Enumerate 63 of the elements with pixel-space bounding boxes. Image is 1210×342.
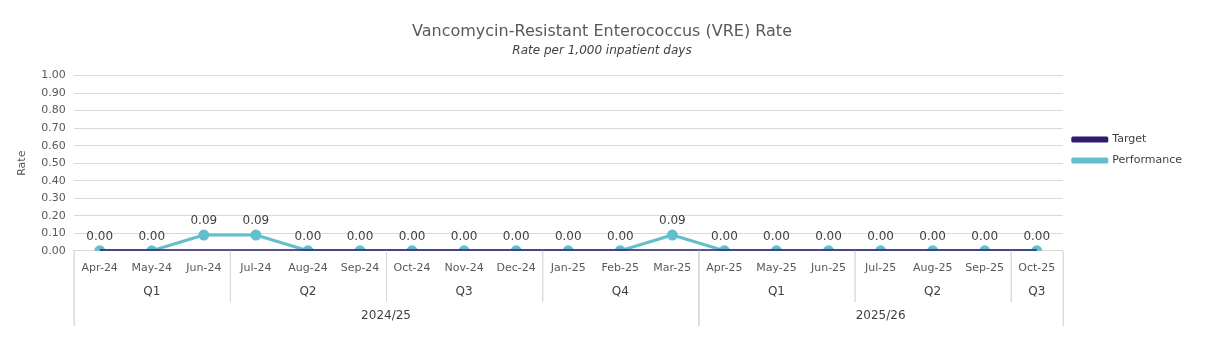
data-label: 0.00 — [971, 228, 999, 243]
x-tick-label: Dec-24 — [496, 261, 536, 275]
legend-label: Performance — [1112, 153, 1183, 167]
data-label: 0.00 — [815, 228, 842, 243]
text: Q2 — [924, 284, 942, 299]
data-label: 0.00 — [450, 228, 478, 243]
x-tick-label: Mar-25 — [653, 261, 692, 275]
data-label: 0.00 — [502, 228, 530, 243]
data-label: 0.00 — [294, 228, 322, 243]
text: 2024/25 — [361, 308, 411, 323]
data-label: 0.00 — [1023, 228, 1051, 243]
data-label: 0.00 — [554, 228, 582, 243]
y-tick-label: 0.20 — [41, 208, 66, 222]
x-tick-label: Sep-24 — [340, 261, 380, 275]
y-tick-label: 0.70 — [41, 121, 66, 135]
x-tick-label: May-24 — [131, 261, 173, 275]
y-tick-label: 0.80 — [41, 103, 66, 117]
text: Q3 — [455, 284, 473, 299]
legend-label: Target — [1111, 132, 1148, 146]
y-tick-label: 1.00 — [41, 68, 66, 82]
x-tick-label: Oct-25 — [1018, 261, 1056, 275]
x-tick-label: Jun-24 — [185, 261, 222, 275]
text: Q1 — [143, 284, 161, 299]
y-tick-label: 0.10 — [41, 226, 66, 240]
text: Q2 — [299, 284, 317, 299]
chart-title: Vancomycin-Resistant Enterococcus (VRE) Rate — [412, 20, 792, 40]
x-tick-label: Oct-24 — [393, 261, 431, 275]
x-tick-label: Jan-25 — [549, 261, 586, 275]
data-label: 0.09 — [242, 213, 270, 228]
data-label: 0.09 — [659, 213, 686, 228]
data-label: 0.00 — [346, 228, 374, 243]
y-tick-label: 0.30 — [41, 191, 66, 205]
chart-subtitle: Rate per 1,000 inpatient days — [512, 42, 692, 57]
data-label: 0.00 — [606, 228, 634, 243]
y-tick-label: 0.50 — [41, 156, 66, 170]
text: Q3 — [1028, 284, 1046, 299]
data-label: 0.00 — [919, 228, 947, 243]
x-tick-label: Feb-25 — [601, 261, 640, 275]
x-tick-label: Nov-24 — [444, 261, 484, 275]
text: 2025/26 — [855, 308, 906, 323]
x-tick-label: Jul-24 — [239, 261, 272, 275]
data-label: 0.09 — [190, 213, 218, 228]
data-label: 0.00 — [763, 228, 790, 243]
data-label: 0.00 — [398, 228, 426, 243]
data-label: 0.00 — [867, 228, 894, 243]
x-tick-label: Jul-25 — [863, 261, 897, 275]
y-tick-label: 0.00 — [41, 243, 66, 257]
y-tick-label: 0.40 — [41, 173, 66, 187]
x-tick-label: Apr-25 — [706, 261, 743, 275]
x-tick-label: Aug-25 — [912, 261, 953, 275]
x-tick-label: May-25 — [756, 261, 797, 275]
text: Q4 — [611, 284, 629, 299]
data-label: 0.00 — [138, 228, 166, 243]
y-tick-label: 0.90 — [41, 85, 66, 99]
y-tick-label: 0.60 — [41, 138, 66, 152]
y-axis-title: Rate — [15, 150, 29, 176]
x-tick-label: Jun-25 — [809, 261, 847, 275]
data-label: 0.00 — [86, 228, 114, 243]
text: Q1 — [767, 284, 786, 299]
x-tick-label: Sep-25 — [965, 261, 1005, 275]
data-label: 0.00 — [711, 228, 738, 243]
x-tick-label: Apr-24 — [81, 261, 118, 275]
x-tick-label: Aug-24 — [288, 261, 328, 275]
